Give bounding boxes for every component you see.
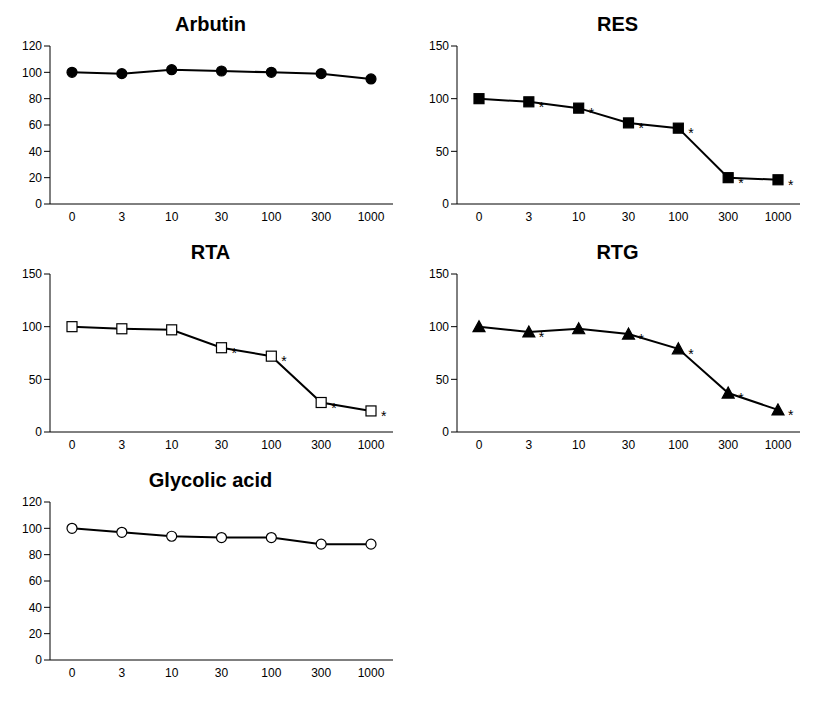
svg-text:3: 3 (118, 666, 125, 680)
svg-text:50: 50 (436, 145, 450, 159)
svg-text:1000: 1000 (765, 438, 792, 452)
svg-text:100: 100 (261, 210, 281, 224)
svg-text:0: 0 (442, 425, 449, 439)
svg-text:*: * (281, 353, 287, 369)
svg-text:*: * (688, 125, 694, 141)
svg-text:0: 0 (69, 666, 76, 680)
svg-text:40: 40 (29, 601, 43, 615)
svg-text:100: 100 (429, 92, 449, 106)
svg-text:150: 150 (429, 40, 449, 53)
html-text:RTG: RTG (596, 241, 639, 263)
svg-text:100: 100 (22, 66, 42, 80)
svg-text:3: 3 (118, 210, 125, 224)
svg-text:0: 0 (35, 197, 42, 211)
svg-text:150: 150 (22, 268, 42, 281)
svg-text:80: 80 (29, 548, 43, 562)
svg-text:*: * (639, 120, 645, 136)
svg-text:100: 100 (22, 320, 42, 334)
svg-text:50: 50 (436, 373, 450, 387)
svg-text:*: * (589, 105, 595, 121)
svg-text:300: 300 (718, 438, 738, 452)
svg-text:*: * (331, 400, 337, 416)
svg-text:150: 150 (429, 268, 449, 281)
svg-text:60: 60 (29, 574, 43, 588)
svg-text:3: 3 (525, 210, 532, 224)
svg-text:0: 0 (476, 438, 483, 452)
svg-text:100: 100 (261, 438, 281, 452)
svg-text:1000: 1000 (358, 666, 385, 680)
svg-text:1000: 1000 (765, 210, 792, 224)
svg-text:*: * (788, 407, 794, 423)
svg-text:120: 120 (22, 496, 42, 509)
svg-text:*: * (738, 175, 744, 191)
html-text:Glycolic acid: Glycolic acid (148, 469, 273, 491)
svg-text:300: 300 (311, 210, 331, 224)
svg-text:100: 100 (22, 522, 42, 536)
svg-text:20: 20 (29, 171, 43, 185)
svg-text:120: 120 (22, 40, 42, 53)
svg-text:0: 0 (35, 653, 42, 667)
svg-text:30: 30 (215, 666, 229, 680)
svg-text:10: 10 (165, 666, 179, 680)
svg-text:*: * (688, 346, 694, 362)
html-text:RTA: RTA (190, 241, 231, 263)
svg-text:*: * (639, 331, 645, 347)
svg-text:100: 100 (668, 210, 688, 224)
svg-text:100: 100 (668, 438, 688, 452)
svg-text:3: 3 (118, 438, 125, 452)
svg-text:1000: 1000 (358, 210, 385, 224)
svg-text:*: * (539, 329, 545, 345)
svg-text:0: 0 (35, 425, 42, 439)
svg-text:*: * (539, 99, 545, 115)
svg-text:*: * (381, 408, 387, 424)
html-text:RES: RES (596, 13, 639, 35)
svg-text:100: 100 (261, 666, 281, 680)
svg-text:10: 10 (572, 438, 586, 452)
svg-text:*: * (738, 390, 744, 406)
svg-text:10: 10 (165, 210, 179, 224)
html-text:Arbutin: Arbutin (175, 13, 246, 35)
svg-text:300: 300 (311, 438, 331, 452)
svg-text:60: 60 (29, 118, 43, 132)
svg-text:10: 10 (165, 438, 179, 452)
svg-text:300: 300 (718, 210, 738, 224)
svg-text:30: 30 (215, 210, 229, 224)
svg-text:80: 80 (29, 92, 43, 106)
svg-text:0: 0 (69, 438, 76, 452)
svg-text:3: 3 (525, 438, 532, 452)
svg-text:100: 100 (429, 320, 449, 334)
svg-text:50: 50 (29, 373, 43, 387)
svg-text:*: * (232, 345, 238, 361)
svg-text:1000: 1000 (358, 438, 385, 452)
svg-text:10: 10 (572, 210, 586, 224)
svg-text:300: 300 (311, 666, 331, 680)
svg-text:40: 40 (29, 145, 43, 159)
svg-text:0: 0 (69, 210, 76, 224)
svg-text:0: 0 (476, 210, 483, 224)
svg-text:30: 30 (622, 210, 636, 224)
svg-text:0: 0 (442, 197, 449, 211)
svg-text:20: 20 (29, 627, 43, 641)
svg-text:30: 30 (215, 438, 229, 452)
svg-text:*: * (788, 177, 794, 193)
svg-text:30: 30 (622, 438, 636, 452)
